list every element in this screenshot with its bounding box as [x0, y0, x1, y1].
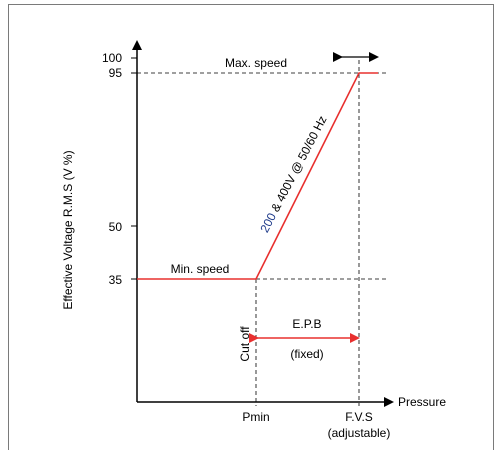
- x-tick-label-fvs-sub: (adjustable): [328, 426, 391, 440]
- voltage-rest: & 400V @ 50/60 Hz: [267, 113, 330, 217]
- max-speed-label: Max. speed: [225, 56, 287, 70]
- x-tick-label-fvs: F.V.S: [345, 410, 373, 424]
- y-tick-label-50: 50: [109, 220, 123, 234]
- voltage-range-label: 200 & 400V @ 50/60 Hz: [257, 113, 329, 234]
- x-axis-label: Pressure: [398, 395, 446, 409]
- y-tick-label-95: 95: [109, 66, 123, 80]
- diagram-frame: [8, 4, 494, 450]
- epb-label: E.P.B: [292, 317, 321, 331]
- voltage-curve: [137, 72, 378, 280]
- y-tick-label-100: 100: [102, 51, 122, 65]
- cut-off-label: Cut off: [238, 326, 252, 362]
- y-tick-label-35: 35: [109, 273, 123, 287]
- fixed-label: (fixed): [290, 347, 323, 361]
- x-tick-label-pmin: Pmin: [242, 410, 269, 424]
- y-axis-label: Effective Voltage R.M.S (V %): [61, 150, 75, 309]
- min-speed-label: Min. speed: [171, 262, 230, 276]
